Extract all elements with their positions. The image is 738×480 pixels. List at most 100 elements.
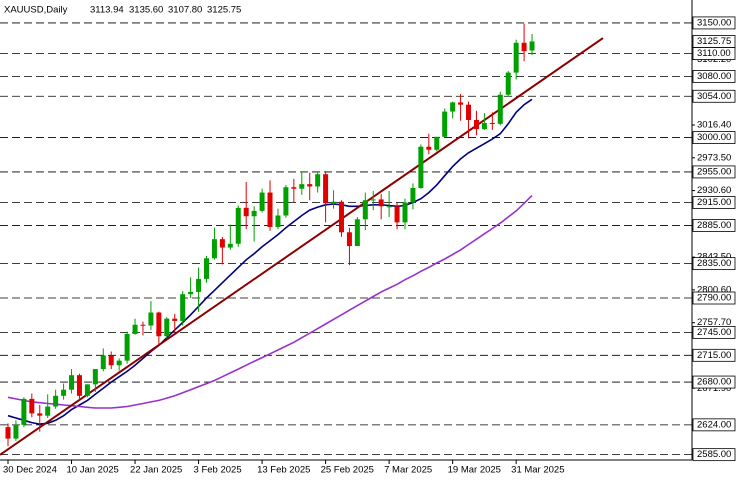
candle-body [76,375,82,396]
x-tick-label: 22 Jan 2025 [130,465,182,476]
candle-body [386,206,392,208]
level-label: 2585.00 [697,449,731,460]
chart-title: XAUUSD,Daily [4,5,68,16]
level-label-box [692,70,736,83]
x-tick-label: 30 Dec 2024 [3,465,57,476]
candle-body [354,219,360,247]
level-label: 2745.00 [697,327,731,338]
y-tick-label: 2973.50 [697,152,731,163]
candle-body [394,206,400,223]
candle-body [172,318,178,321]
candle-body [180,294,186,321]
candle-body [53,395,59,407]
candle-body [315,174,321,187]
candle-body [505,72,511,95]
candle-body [132,324,138,334]
candle-body [188,291,194,295]
level-label-box [692,325,736,339]
candle-body [100,355,106,370]
candle-body [442,111,448,137]
candle-body [251,210,257,217]
level-label-box [692,291,736,305]
candle-body [259,192,265,211]
candle-body [124,333,130,361]
level-label-box [692,219,736,232]
candle-body [331,201,337,204]
candle-body [267,192,273,227]
x-tick-label: 31 Mar 2025 [511,465,564,476]
candle-body [307,184,313,187]
candle-body [164,318,170,337]
candle-body [84,384,90,396]
candle-body [450,102,456,112]
candle-body [418,146,424,188]
candle-body [473,119,479,130]
candle-body [108,355,114,366]
candle-body [370,199,376,201]
x-tick-label: 10 Jan 2025 [67,465,119,476]
candle-body [434,136,440,150]
y-tick-label: 3016.40 [697,120,731,131]
candle-body [219,239,225,248]
candle-body [37,413,43,416]
level-label: 2885.00 [697,220,731,231]
candle-body [211,239,217,259]
candle-body [227,243,233,248]
candle-body [513,42,519,73]
x-tick-label: 25 Feb 2025 [321,465,374,476]
candle-body [489,123,495,125]
price-label: 3125.75 [697,36,731,47]
moving-average [7,195,533,409]
y-tick-label: 2843.50 [697,252,731,263]
candle-body [21,398,27,425]
candle-body [410,187,416,203]
candle-body [29,398,35,414]
level-label: 3080.00 [697,71,731,82]
candle-body [156,312,162,337]
candle-body [275,215,281,227]
level-label-box [692,16,736,30]
candle-body [235,207,241,244]
level-label: 2835.00 [697,258,731,269]
level-label-box [692,418,736,432]
candle-body [362,200,368,220]
level-label-box [692,257,736,271]
header-value: 3107.80 [168,5,202,16]
level-label-box [692,375,736,389]
level-label: 2790.00 [697,293,731,304]
price-label-box [692,35,736,48]
level-label-box [692,348,736,362]
level-label-box [692,196,736,209]
candle-body [69,375,75,390]
candle-body [346,232,352,247]
candle-body [299,184,305,189]
level-label: 2915.00 [697,197,731,208]
level-label: 2624.00 [697,419,731,430]
level-label-box [692,89,736,103]
candle-body [338,201,344,233]
y-tick-label: 2757.70 [697,317,731,328]
candle-body [92,369,98,385]
header-value: 3135.60 [129,5,163,16]
candle-body [283,187,289,216]
x-tick-label: 19 Mar 2025 [448,465,501,476]
candle-body [291,187,297,189]
level-label: 3110.00 [697,48,731,59]
header-value: 3113.94 [90,5,124,16]
moving-average [7,98,533,425]
level-label-box [692,165,736,179]
candle-body [116,360,122,366]
y-tick-label: 2800.60 [697,284,731,295]
candle-body [5,427,11,439]
candle-body [529,41,535,51]
x-tick-label: 7 Mar 2025 [384,465,432,476]
level-label: 3000.00 [697,132,731,143]
candle-body [323,174,329,204]
candle-body [204,258,209,279]
level-label: 3054.00 [697,91,731,102]
level-label: 2955.00 [697,166,731,177]
level-label-box [692,131,736,144]
candle-body [458,102,464,105]
level-label: 3150.00 [697,17,731,28]
